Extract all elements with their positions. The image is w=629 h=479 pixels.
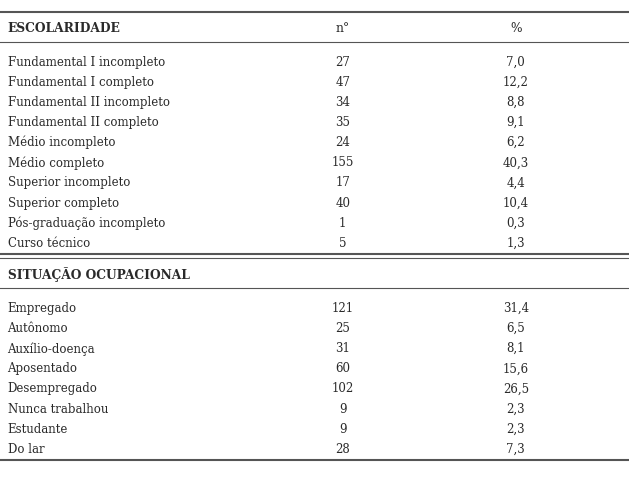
Text: Desempregado: Desempregado — [8, 383, 97, 396]
Text: 121: 121 — [331, 302, 354, 315]
Text: Fundamental I incompleto: Fundamental I incompleto — [8, 56, 165, 69]
Text: Fundamental I completo: Fundamental I completo — [8, 76, 153, 89]
Text: 9: 9 — [339, 423, 347, 436]
Text: Autônomo: Autônomo — [8, 322, 68, 335]
Text: 27: 27 — [335, 56, 350, 69]
Text: 4,4: 4,4 — [506, 176, 525, 190]
Text: 8,8: 8,8 — [506, 96, 525, 109]
Text: Nunca trabalhou: Nunca trabalhou — [8, 403, 108, 416]
Text: 17: 17 — [335, 176, 350, 190]
Text: Do lar: Do lar — [8, 443, 44, 456]
Text: 1,3: 1,3 — [506, 237, 525, 250]
Text: 7,3: 7,3 — [506, 443, 525, 456]
Text: SITUAÇÃO OCUPACIONAL: SITUAÇÃO OCUPACIONAL — [8, 267, 189, 282]
Text: Estudante: Estudante — [8, 423, 68, 436]
Text: 31,4: 31,4 — [503, 302, 529, 315]
Text: Aposentado: Aposentado — [8, 363, 77, 376]
Text: 7,0: 7,0 — [506, 56, 525, 69]
Text: 10,4: 10,4 — [503, 196, 529, 210]
Text: 47: 47 — [335, 76, 350, 89]
Text: %: % — [510, 22, 521, 34]
Text: 6,5: 6,5 — [506, 322, 525, 335]
Text: 40: 40 — [335, 196, 350, 210]
Text: Superior completo: Superior completo — [8, 196, 119, 210]
Text: 155: 155 — [331, 156, 354, 170]
Text: 34: 34 — [335, 96, 350, 109]
Text: 9: 9 — [339, 403, 347, 416]
Text: 60: 60 — [335, 363, 350, 376]
Text: 26,5: 26,5 — [503, 383, 529, 396]
Text: 25: 25 — [335, 322, 350, 335]
Text: 12,2: 12,2 — [503, 76, 529, 89]
Text: Médio incompleto: Médio incompleto — [8, 136, 115, 149]
Text: 28: 28 — [335, 443, 350, 456]
Text: 102: 102 — [331, 383, 354, 396]
Text: Superior incompleto: Superior incompleto — [8, 176, 130, 190]
Text: 8,1: 8,1 — [506, 342, 525, 355]
Text: Empregado: Empregado — [8, 302, 77, 315]
Text: 35: 35 — [335, 116, 350, 129]
Text: n°: n° — [336, 22, 350, 34]
Text: 9,1: 9,1 — [506, 116, 525, 129]
Text: 6,2: 6,2 — [506, 136, 525, 149]
Text: Curso técnico: Curso técnico — [8, 237, 90, 250]
Text: 2,3: 2,3 — [506, 403, 525, 416]
Text: 5: 5 — [339, 237, 347, 250]
Text: 1: 1 — [339, 217, 347, 230]
Text: ESCOLARIDADE: ESCOLARIDADE — [8, 22, 120, 34]
Text: Fundamental II completo: Fundamental II completo — [8, 116, 159, 129]
Text: 31: 31 — [335, 342, 350, 355]
Text: Auxílio-doença: Auxílio-doença — [8, 342, 95, 355]
Text: 24: 24 — [335, 136, 350, 149]
Text: Pós-graduação incompleto: Pós-graduação incompleto — [8, 217, 165, 230]
Text: Médio completo: Médio completo — [8, 156, 104, 170]
Text: 40,3: 40,3 — [503, 156, 529, 170]
Text: Fundamental II incompleto: Fundamental II incompleto — [8, 96, 170, 109]
Text: 0,3: 0,3 — [506, 217, 525, 230]
Text: 15,6: 15,6 — [503, 363, 529, 376]
Text: 2,3: 2,3 — [506, 423, 525, 436]
